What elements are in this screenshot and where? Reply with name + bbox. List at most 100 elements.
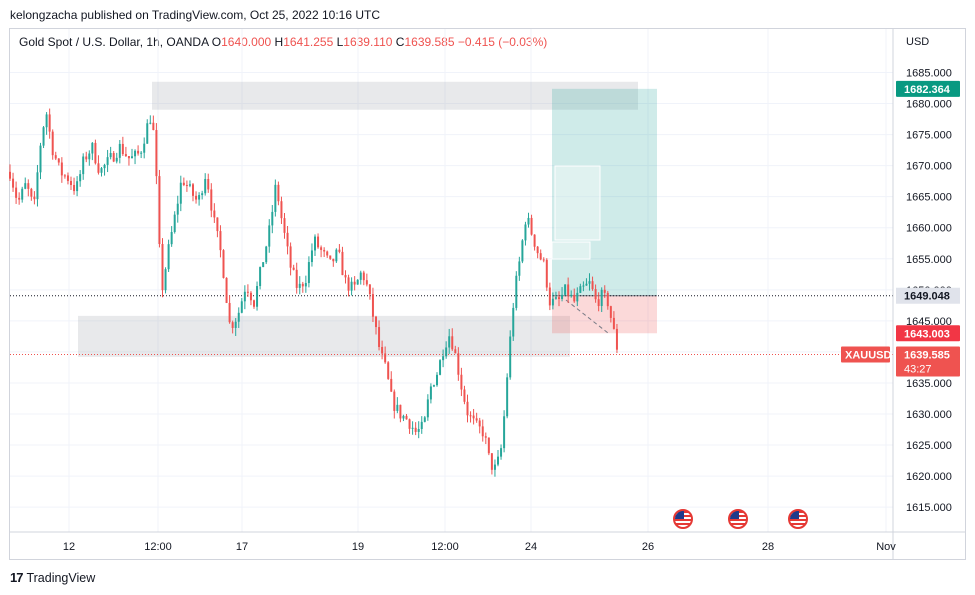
candle-body [143, 143, 146, 153]
candle-body [518, 261, 521, 276]
candle-body [289, 246, 292, 268]
candle-body [451, 336, 454, 350]
ohlc-legend: Gold Spot / U.S. Dollar, 1h, OANDA O1640… [19, 35, 547, 49]
y-tick-label: 1630.000 [906, 409, 952, 421]
candle-body [466, 401, 469, 416]
candle-body [286, 232, 289, 247]
forecast-line [565, 299, 609, 334]
y-tick-label: 1670.000 [906, 161, 952, 173]
zone-rect [78, 315, 570, 357]
candle-body [188, 184, 191, 186]
candle-body [591, 281, 594, 290]
candle-body [198, 195, 201, 200]
candle-body [585, 283, 588, 286]
inner-box [551, 241, 591, 260]
candle-body [76, 181, 79, 192]
candle-body [66, 175, 69, 181]
candle-body [554, 297, 557, 299]
tradingview-logo-icon[interactable]: 17 [10, 570, 24, 585]
us-flag-event-icon[interactable] [788, 509, 808, 529]
candle-body [527, 217, 530, 225]
y-tick-label: 1615.000 [906, 502, 952, 514]
x-tick-label: Nov [876, 541, 896, 553]
candle-body [228, 302, 231, 323]
candle-body [472, 415, 475, 419]
candle-body [579, 286, 582, 293]
last-price-tag-bg [896, 346, 960, 377]
candle-body [48, 114, 51, 132]
y-tick-label: 1620.000 [906, 471, 952, 483]
change-value: −0.415 (−0.03%) [457, 35, 548, 49]
candle-body [18, 197, 21, 200]
candle-body [344, 275, 347, 278]
candle-body [36, 172, 39, 200]
candle-body [127, 156, 130, 159]
candle-body [606, 292, 609, 307]
candle-body [481, 426, 484, 437]
candle-body [97, 163, 100, 173]
candle-body [384, 353, 387, 363]
candle-body [82, 156, 85, 175]
brand-name[interactable]: TradingView [26, 570, 96, 585]
loss-zone [552, 295, 657, 334]
candle-body [320, 247, 323, 250]
candle-body [512, 307, 515, 337]
candle-body [51, 131, 54, 156]
candle-body [548, 287, 551, 306]
close-label: C [395, 35, 405, 49]
candle-body [173, 214, 176, 233]
candle-body [45, 114, 48, 128]
close-value: 1639.585 [404, 35, 455, 49]
candle-body [463, 389, 466, 402]
candle-body [42, 127, 45, 146]
candle-body [167, 244, 170, 270]
candle-body [594, 289, 597, 300]
candle-body [402, 415, 405, 419]
candle-body [140, 152, 143, 154]
candle-body [103, 164, 106, 169]
candle-body [158, 176, 161, 245]
candle-body [490, 453, 493, 470]
candle-body [335, 249, 338, 262]
candle-body [115, 157, 118, 162]
candle-body [597, 299, 600, 307]
chart-frame[interactable] [9, 28, 966, 560]
candle-body [484, 436, 487, 438]
candle-body [246, 291, 249, 293]
candle-body [240, 301, 243, 313]
candle-body [408, 419, 411, 429]
entry-price-tag: 1649.048 [904, 291, 950, 303]
candle-body [536, 246, 539, 254]
candle-body [73, 184, 76, 192]
candle-body [564, 284, 567, 295]
candle-body [347, 277, 350, 291]
candle-body [445, 347, 448, 357]
x-tick-label: 17 [236, 541, 248, 553]
candle-body [426, 399, 429, 418]
us-flag-event-icon[interactable] [728, 509, 748, 529]
x-tick-label: 12:00 [431, 541, 459, 553]
candle-body [134, 150, 137, 157]
candle-body [131, 156, 133, 159]
us-flag-event-icon[interactable] [673, 509, 693, 529]
candle-body [216, 217, 219, 232]
candle-body [341, 251, 344, 276]
candle-body [509, 336, 512, 378]
candle-body [353, 281, 356, 285]
candle-body [170, 232, 173, 245]
candle-body [542, 259, 545, 261]
candle-body [570, 294, 573, 296]
candle-body [12, 178, 15, 188]
candle-body [149, 122, 152, 124]
x-tick-label: 24 [525, 541, 537, 553]
candle-body [106, 157, 109, 165]
candle-body [201, 193, 204, 196]
target-price-tag: 1682.364 [904, 84, 951, 96]
candle-body [195, 195, 198, 200]
candle-body [500, 448, 503, 457]
candle-body [60, 162, 63, 176]
candle-body [350, 281, 353, 291]
symbol-title[interactable]: Gold Spot / U.S. Dollar, 1h, OANDA [19, 35, 209, 49]
target-price-tag-bg [896, 80, 960, 97]
